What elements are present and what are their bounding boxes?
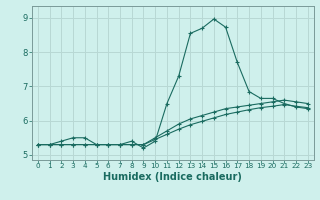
X-axis label: Humidex (Indice chaleur): Humidex (Indice chaleur) — [103, 172, 242, 182]
